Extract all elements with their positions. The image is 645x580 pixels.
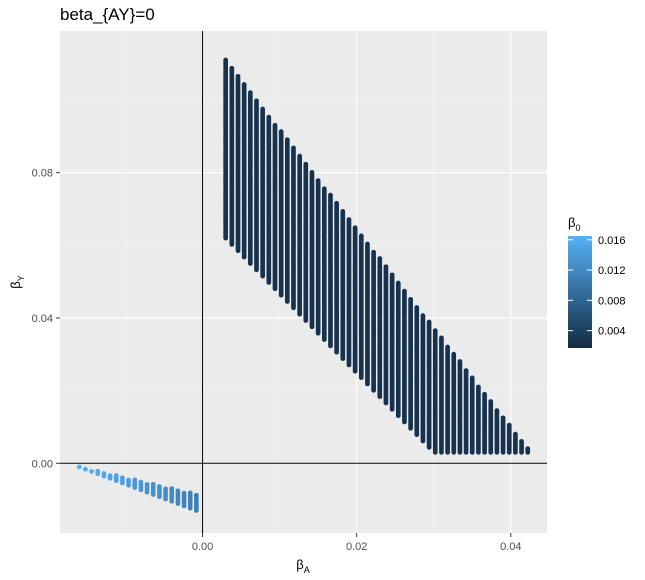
- data-point: [273, 123, 278, 128]
- data-point: [291, 146, 296, 151]
- chart-title: beta_{AY}=0: [60, 5, 155, 24]
- colorbar-label: 0.004: [598, 326, 626, 338]
- data-point: [451, 352, 456, 357]
- data-point: [513, 432, 518, 437]
- data-point: [458, 359, 463, 364]
- data-point: [365, 242, 370, 247]
- data-point: [488, 399, 493, 404]
- data-point: [194, 493, 199, 498]
- data-point: [254, 98, 259, 103]
- data-point: [163, 486, 168, 491]
- data-point: [322, 186, 327, 191]
- y-tick-label: 0.00: [32, 458, 53, 470]
- data-point: [310, 170, 315, 175]
- data-point: [188, 491, 193, 496]
- data-point: [102, 471, 107, 476]
- data-point: [132, 478, 137, 483]
- data-point: [371, 250, 376, 255]
- x-axis-ticks: 0.00 0.02 0.04: [192, 533, 522, 553]
- x-axis-title-base: β: [296, 557, 303, 572]
- data-point: [242, 82, 247, 87]
- y-axis-ticks: 0.00 0.04 0.08: [32, 168, 60, 471]
- data-point: [303, 162, 308, 167]
- data-point: [353, 225, 358, 230]
- data-point: [169, 486, 174, 491]
- colorbar-label: 0.016: [598, 235, 626, 247]
- data-point: [279, 129, 284, 134]
- data-point: [108, 473, 113, 478]
- data-point: [377, 256, 382, 261]
- data-point: [476, 385, 481, 390]
- data-point: [384, 264, 389, 269]
- data-point: [89, 469, 94, 474]
- data-point: [519, 439, 524, 444]
- data-point: [120, 475, 125, 480]
- data-point: [223, 58, 228, 63]
- x-tick-label: 0.02: [346, 541, 367, 553]
- data-point: [83, 467, 88, 472]
- x-axis-title-sub: A: [304, 565, 310, 575]
- legend-title-sub: 0: [575, 223, 580, 233]
- data-point: [328, 193, 333, 198]
- data-point: [248, 90, 253, 95]
- colorbar-label: 0.008: [598, 295, 626, 307]
- data-point: [525, 446, 530, 451]
- data-point: [408, 297, 413, 302]
- x-tick-label: 0.04: [500, 541, 521, 553]
- y-tick-label: 0.08: [32, 168, 53, 180]
- data-point: [482, 392, 487, 397]
- data-point: [229, 66, 234, 71]
- data-point: [114, 473, 119, 478]
- data-point: [266, 115, 271, 120]
- data-point: [145, 482, 150, 487]
- data-point: [414, 305, 419, 310]
- data-point: [340, 209, 345, 214]
- data-point: [439, 336, 444, 341]
- data-point: [427, 320, 432, 325]
- data-point: [501, 415, 506, 420]
- data-point: [95, 469, 100, 474]
- data-point: [445, 345, 450, 350]
- data-point: [433, 328, 438, 333]
- data-point: [77, 464, 82, 469]
- data-point: [126, 478, 131, 483]
- x-axis-title: βA: [296, 557, 310, 575]
- data-point: [507, 423, 512, 428]
- data-point: [421, 313, 426, 318]
- legend-title: β0: [568, 215, 581, 233]
- data-point: [495, 408, 500, 413]
- data-point: [176, 488, 181, 493]
- data-point: [347, 217, 352, 222]
- data-point: [285, 137, 290, 142]
- data-point: [334, 201, 339, 206]
- data-point: [182, 491, 187, 496]
- y-axis-title-base: β: [8, 281, 23, 288]
- y-axis-title-sub: Y: [16, 275, 26, 281]
- colorbar-label: 0.012: [598, 265, 626, 277]
- data-point: [139, 480, 144, 485]
- color-legend: β0 0.004 0.008 0.012 0.016: [568, 215, 626, 348]
- data-point: [316, 178, 321, 183]
- data-point: [359, 234, 364, 239]
- legend-title-base: β: [568, 215, 575, 230]
- data-point: [236, 74, 241, 79]
- y-tick-label: 0.04: [32, 313, 53, 325]
- y-axis-title: βY: [8, 275, 26, 289]
- colorbar: [568, 236, 592, 348]
- data-point: [396, 281, 401, 286]
- data-point: [470, 376, 475, 381]
- data-point: [464, 368, 469, 373]
- data-point: [297, 154, 302, 159]
- data-point: [151, 482, 156, 487]
- data-point: [260, 107, 265, 112]
- x-tick-label: 0.00: [192, 541, 213, 553]
- data-point: [402, 289, 407, 294]
- data-point: [157, 484, 162, 489]
- data-point: [390, 272, 395, 277]
